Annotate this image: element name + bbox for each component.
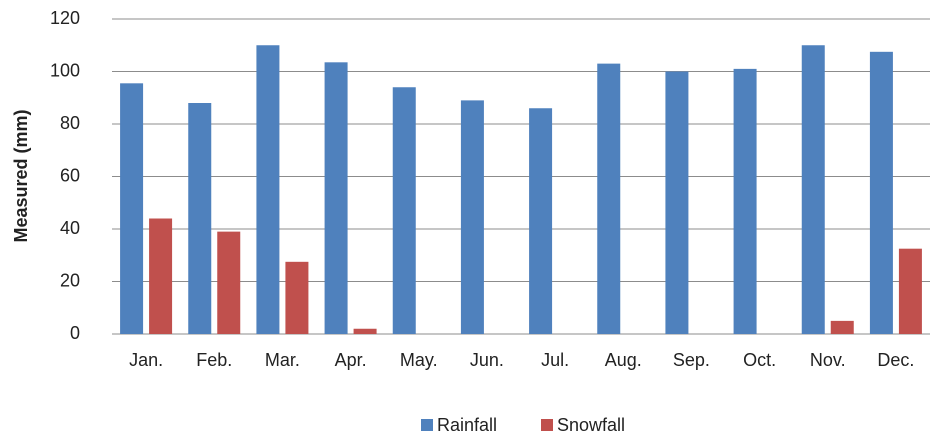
x-tick-label: Dec.	[877, 350, 914, 370]
x-tick-label: Sep.	[673, 350, 710, 370]
bar	[597, 63, 621, 334]
bar	[460, 100, 484, 334]
x-tick-label: May.	[400, 350, 438, 370]
bar	[324, 62, 348, 334]
y-tick-label: 40	[60, 218, 80, 238]
bar	[149, 218, 173, 334]
bar	[733, 68, 757, 334]
y-axis-label: Measured (mm)	[11, 109, 31, 242]
bar	[665, 71, 689, 334]
y-tick-label: 0	[70, 323, 80, 343]
bar	[285, 261, 309, 334]
legend-label: Rainfall	[437, 415, 497, 435]
x-tick-label: Apr.	[335, 350, 367, 370]
x-tick-label: Jan.	[129, 350, 163, 370]
x-tick-label: Nov.	[810, 350, 846, 370]
bar	[529, 108, 553, 334]
bar	[830, 320, 854, 334]
bar	[217, 231, 241, 334]
y-tick-label: 20	[60, 270, 80, 290]
legend-swatch	[421, 419, 433, 431]
bar	[188, 103, 212, 334]
x-tick-label: Oct.	[743, 350, 776, 370]
bar	[353, 328, 377, 334]
x-tick-label: Feb.	[196, 350, 232, 370]
x-tick-label: Mar.	[265, 350, 300, 370]
x-tick-label: Aug.	[605, 350, 642, 370]
y-tick-label: 60	[60, 165, 80, 185]
y-tick-label: 120	[50, 8, 80, 28]
bar	[392, 87, 416, 334]
x-tick-label: Jul.	[541, 350, 569, 370]
bar	[256, 45, 280, 334]
x-tick-label: Jun.	[470, 350, 504, 370]
legend-label: Snowfall	[557, 415, 625, 435]
bar	[869, 51, 893, 334]
bar	[120, 83, 144, 334]
y-tick-label: 80	[60, 113, 80, 133]
y-tick-label: 100	[50, 60, 80, 80]
bar	[801, 45, 825, 334]
legend-swatch	[541, 419, 553, 431]
bar	[898, 248, 922, 334]
